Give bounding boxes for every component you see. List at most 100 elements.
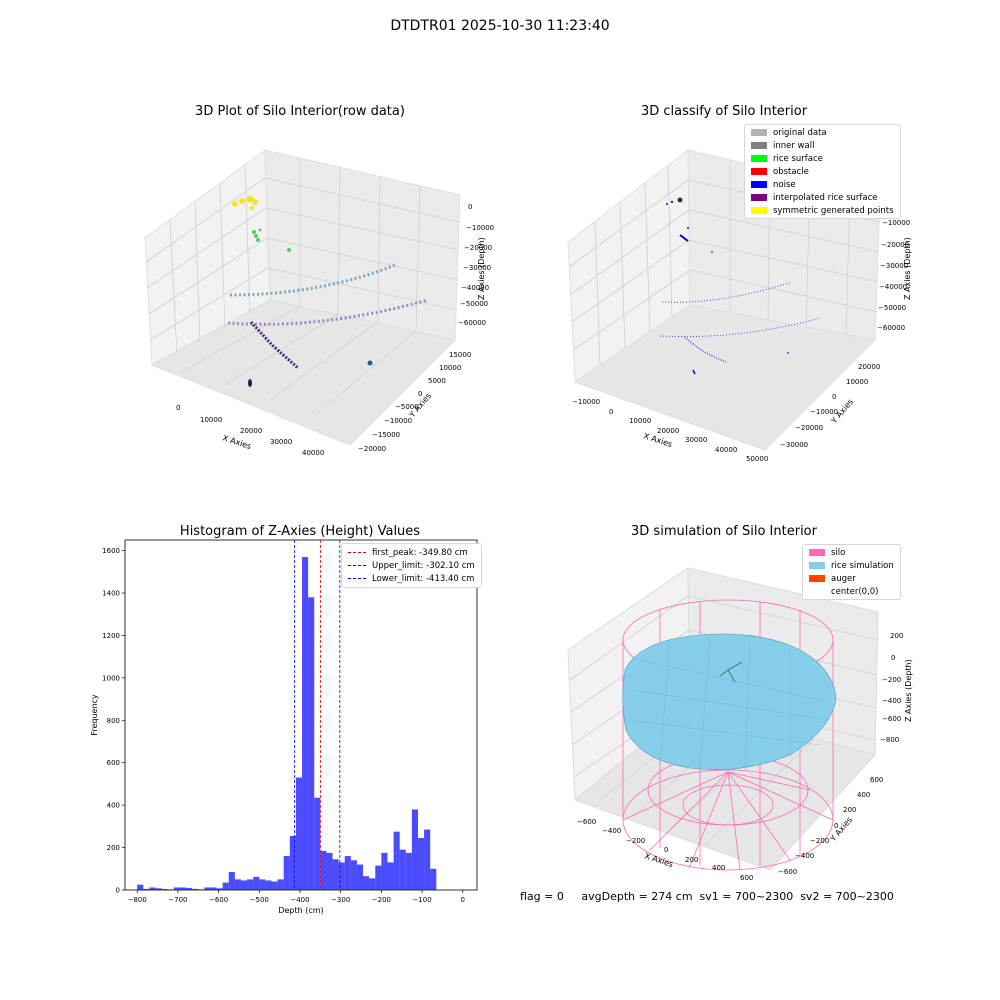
legend-swatch: [751, 168, 767, 175]
z-tick: −10000: [882, 219, 910, 227]
y-tick-label: 800: [107, 717, 120, 725]
x-tick-label: −200: [372, 896, 391, 904]
status-footer: flag = 0 avgDepth = 274 cm sv1 = 700~230…: [520, 890, 894, 903]
histogram-bar: [271, 881, 278, 890]
z-tick: −50000: [460, 300, 488, 308]
y-tick-label: 1200: [102, 632, 120, 640]
y-tick-label: 600: [107, 759, 120, 767]
z-axis-label: Z Axies (Depth): [903, 237, 912, 300]
raw-plot-title: 3D Plot of Silo Interior(row data): [195, 104, 405, 119]
y-tick: 0: [834, 822, 838, 830]
y-tick: 0: [832, 393, 836, 401]
histogram-bar: [173, 887, 180, 890]
histogram-bar: [167, 889, 174, 890]
legend-line: [348, 578, 366, 579]
y-tick: −10000: [384, 417, 412, 425]
histogram-bar: [149, 887, 156, 890]
histogram-bar: [234, 879, 241, 890]
figure-title: DTDTR01 2025-10-30 11:23:40: [390, 18, 610, 34]
z-tick: −50000: [878, 304, 906, 312]
legend-item: rice surface: [745, 152, 900, 165]
x-tick: 600: [740, 874, 753, 880]
z-tick: −40000: [879, 283, 907, 291]
simulation-3d-plot[interactable]: −600 −400 −200 0 200 400 600 X Axies 600…: [560, 560, 940, 880]
flag-text: flag = 0: [520, 890, 564, 903]
legend-line: [348, 565, 366, 566]
legend-swatch: [751, 207, 767, 214]
x-tick-label: −700: [168, 896, 187, 904]
x-tick: 50000: [746, 455, 768, 463]
y-tick: 0: [418, 390, 422, 398]
z-axis-label: Z Axies (Depth): [904, 659, 913, 722]
histogram-bar: [405, 852, 412, 890]
x-tick-label: −800: [128, 896, 147, 904]
raw-3d-plot[interactable]: 0 10000 20000 30000 40000 X Axies 15000 …: [130, 130, 510, 460]
x-tick-label: −400: [290, 896, 309, 904]
histogram-bar: [198, 889, 205, 890]
z-tick: −20000: [464, 244, 492, 252]
histogram-bar: [350, 860, 357, 890]
x-tick: 30000: [270, 438, 292, 446]
x-tick: 10000: [629, 417, 651, 425]
histogram-chart[interactable]: −800 −700 −600 −500 −400 −300 −200 −100 0 0 200 40…: [80, 536, 500, 926]
y-tick: −400: [795, 852, 814, 860]
x-tick-label: 0: [461, 896, 465, 904]
x-tick: 400: [712, 864, 725, 872]
histogram-bar: [363, 876, 370, 890]
histogram-bar: [228, 871, 235, 890]
z-tick: −30000: [463, 264, 491, 272]
histogram-bar: [161, 888, 168, 890]
y-tick-label: 0: [116, 887, 120, 895]
histogram-bar: [192, 888, 199, 890]
y-tick-label: 1000: [102, 674, 120, 682]
legend-swatch: [751, 129, 767, 136]
legend-swatch: [751, 155, 767, 162]
x-tick: 40000: [715, 446, 737, 454]
histogram-bar: [399, 849, 406, 890]
z-tick: −20000: [881, 241, 909, 249]
x-tick: 20000: [240, 427, 262, 435]
histogram-bar: [375, 865, 382, 890]
x-tick: 30000: [685, 436, 707, 444]
histogram-bar: [247, 879, 254, 890]
x-tick: −10000: [572, 398, 600, 406]
legend-item: auger: [803, 572, 900, 585]
histogram-bar: [143, 888, 150, 890]
x-tick-label: −500: [250, 896, 269, 904]
legend-swatch: [809, 549, 825, 556]
histogram-legend: first_peak: -349.80 cm Upper_limit: -302…: [341, 543, 482, 588]
x-tick: 20000: [657, 427, 679, 435]
y-tick: 20000: [858, 363, 880, 371]
y-tick: 10000: [846, 378, 868, 386]
x-tick: 0: [609, 408, 613, 416]
histogram-bar: [338, 862, 345, 890]
x-tick-label: −600: [209, 896, 228, 904]
z-tick: −60000: [458, 319, 486, 327]
z-tick: −800: [880, 736, 899, 744]
legend-item: interpolated rice surface: [745, 191, 900, 204]
y-tick-label: 1600: [102, 547, 120, 555]
histogram-bar: [265, 880, 272, 890]
x-tick: 0: [176, 404, 180, 412]
y-tick: −20000: [795, 424, 823, 432]
histogram-x-label: Depth (cm): [278, 906, 323, 915]
legend-item: silo: [803, 546, 900, 559]
classify-plot-title: 3D classify of Silo Interior: [640, 104, 808, 119]
y-tick-label: 200: [107, 844, 120, 852]
z-tick: 0: [891, 654, 895, 662]
z-tick: −400: [882, 697, 901, 705]
histogram-bar: [393, 831, 400, 890]
simulation-legend: silo rice simulation auger center(0,0): [802, 544, 901, 600]
histogram-bar: [320, 850, 327, 890]
histogram-bar: [424, 829, 431, 890]
histogram-bar: [155, 888, 162, 890]
histogram-bar: [253, 876, 260, 890]
histogram-title: Histogram of Z-Axies (Height) Values: [179, 524, 421, 539]
y-tick-label: 400: [107, 802, 120, 810]
y-tick: −200: [810, 837, 829, 845]
z-tick: −10000: [466, 224, 494, 232]
histogram-bar: [381, 852, 388, 890]
histogram-bar: [308, 597, 315, 890]
y-tick: −30000: [780, 441, 808, 449]
legend-item: inner wall: [745, 139, 900, 152]
